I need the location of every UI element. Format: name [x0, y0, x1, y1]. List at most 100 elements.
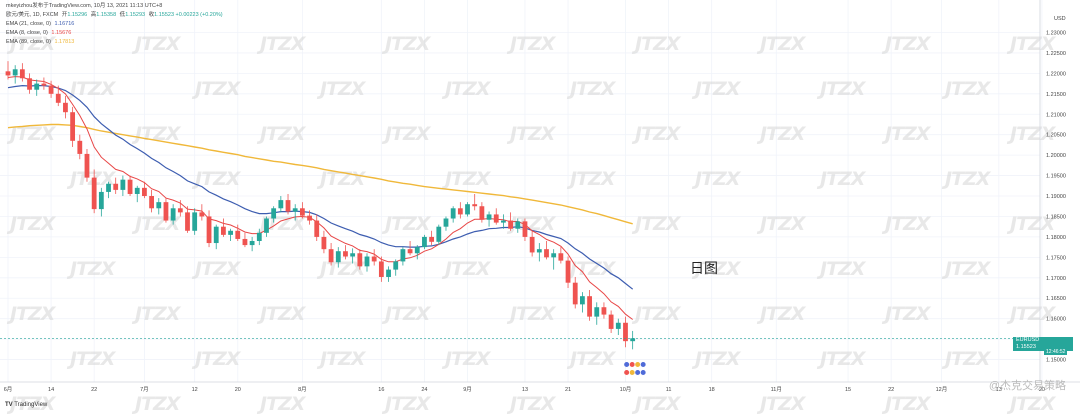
price-tag-countdown: 12:46:52	[1044, 349, 1068, 355]
price-tick-label: 1.22500	[1046, 51, 1066, 57]
watermark-tile: JTZX	[381, 303, 432, 325]
candle	[371, 249, 377, 266]
candle-body	[91, 177, 97, 210]
watermark-tile: JTZX	[631, 33, 682, 55]
price-tick-label: 1.20500	[1046, 133, 1066, 139]
symbol-legend[interactable]: 欧元/美元, 1D, FXCM 开1.15296 高1.15358 低1.152…	[6, 12, 223, 19]
candle	[501, 214, 506, 229]
candle	[515, 218, 521, 233]
tradingview-logo[interactable]: TV TradingView	[5, 402, 47, 408]
candle-body	[436, 226, 442, 242]
watermark-tile: JTZX	[566, 258, 617, 280]
watermark-tile: JTZX	[1006, 123, 1057, 145]
price-axis[interactable]: 1.23000 1.22500 1.22000 1.21500 1.21000 1.205…	[1046, 30, 1066, 363]
candle-body	[343, 251, 348, 257]
candle	[242, 232, 248, 248]
candle	[285, 193, 291, 215]
candle-body	[422, 236, 427, 248]
ohlc-open-label: 开	[61, 12, 68, 18]
candle	[594, 302, 600, 325]
event-markers[interactable]	[623, 361, 647, 376]
watermark-tile: JTZX	[1006, 33, 1057, 55]
candle	[228, 228, 233, 241]
candle	[457, 202, 463, 219]
candle-body	[199, 212, 205, 217]
candle-body	[192, 212, 198, 231]
ema21-line	[7, 84, 634, 290]
watermark-tile: JTZX	[441, 168, 492, 190]
candle-body	[371, 256, 377, 262]
indicator-ema8[interactable]: EMA (8, close, 0) 1.15676	[6, 30, 71, 37]
candle-body	[142, 187, 147, 197]
watermark-tile: JTZX	[441, 348, 492, 370]
watermark-tile: JTZX	[316, 348, 367, 370]
watermark-tile: JTZX	[756, 33, 807, 55]
watermark-tile: JTZX	[881, 213, 932, 235]
candle	[328, 243, 334, 266]
candle-body	[558, 253, 564, 261]
candle-body	[271, 208, 277, 219]
watermark-tile: JTZX	[256, 33, 307, 55]
watermark-tile: JTZX	[756, 123, 807, 145]
watermark-tile: JTZX	[566, 168, 617, 190]
price-tag-price: 1.15523	[1016, 344, 1036, 350]
event-marker-icon	[629, 369, 636, 376]
candle-body	[457, 208, 463, 215]
candle-body	[335, 251, 341, 263]
candle	[486, 211, 492, 227]
candle-body	[299, 208, 305, 216]
indicator-label: EMA (8, close, 0)	[6, 30, 48, 36]
candle	[299, 202, 305, 219]
candle	[572, 276, 578, 309]
candle	[120, 175, 126, 197]
watermark-tile: JTZX	[6, 393, 57, 414]
candle-body	[213, 226, 219, 244]
watermark-tile: JTZX	[756, 393, 807, 414]
time-tick-label: 22	[888, 387, 894, 393]
candle	[34, 79, 40, 96]
time-axis[interactable]: 6月 14 22 7月 12 20 8月 16 24 9月 13 21 10月 11 18 11月 15 22 12…	[4, 386, 1080, 393]
event-marker-icon	[623, 361, 630, 368]
watermark-tile: JTZX	[131, 123, 182, 145]
candle	[177, 200, 183, 217]
candle	[156, 198, 162, 215]
indicator-ema21[interactable]: EMA (21, close, 0) 1.16716	[6, 21, 74, 28]
watermark-tile: JTZX	[816, 78, 867, 100]
candle	[19, 63, 25, 82]
watermark-tile: JTZX	[941, 78, 992, 100]
tradingview-logo-text: TradingView	[14, 402, 48, 408]
time-tick-label: 10月	[620, 386, 632, 393]
candle	[63, 95, 68, 119]
candle-body	[400, 249, 406, 262]
watermark-tile: JTZX	[566, 78, 617, 100]
candle	[249, 236, 255, 252]
watermark-tile: JTZX	[881, 33, 932, 55]
candle	[127, 175, 133, 197]
price-tick-label: 1.17500	[1046, 255, 1066, 261]
candle-body	[98, 191, 104, 210]
candle	[256, 228, 262, 246]
time-tick-label: 20	[1039, 387, 1045, 393]
candle-body	[249, 240, 255, 246]
indicator-ema89[interactable]: EMA (89, close, 0) 1.17813	[6, 39, 74, 46]
watermark-tile: JTZX	[316, 258, 367, 280]
candle	[551, 249, 557, 270]
candle	[450, 206, 456, 223]
time-tick-label: 18	[709, 387, 715, 393]
candle-body	[529, 236, 535, 253]
candle	[206, 210, 212, 248]
candle	[544, 240, 549, 260]
candle-body	[177, 208, 183, 213]
candle-body	[70, 112, 76, 141]
ohlc-high-value: 1.15358	[96, 12, 117, 18]
indicator-label: EMA (89, close, 0)	[6, 39, 51, 45]
candle-body	[601, 307, 607, 315]
candle-body	[185, 212, 190, 231]
candle	[558, 247, 564, 264]
watermark-tile: JTZX	[6, 213, 57, 235]
time-tick-label: 16	[378, 387, 384, 393]
tradingview-logo-icon: TV	[5, 402, 13, 408]
candle	[386, 266, 391, 282]
watermark-tile: JTZX	[6, 123, 57, 145]
